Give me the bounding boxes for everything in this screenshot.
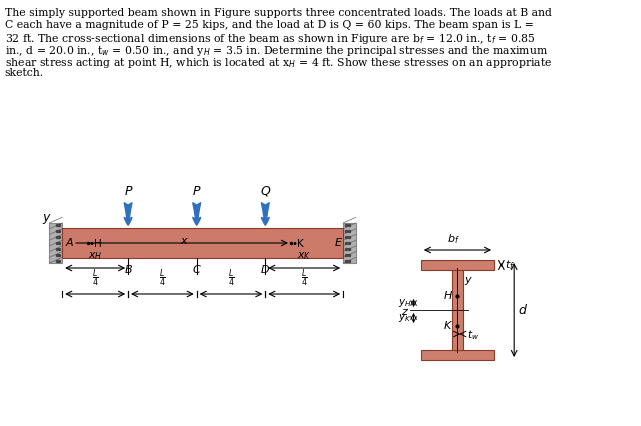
Text: 32 ft. The cross-sectional dimensions of the beam as shown in Figure are b$_f$ =: 32 ft. The cross-sectional dimensions of… [4,32,535,46]
Text: $\frac{L}{4}$: $\frac{L}{4}$ [228,268,235,289]
Bar [62,228,343,258]
Bar [421,350,494,360]
Text: $d$: $d$ [518,303,528,317]
Text: E: E [334,238,341,248]
Text: $y_K$: $y_K$ [397,312,412,324]
Text: $\frac{L}{4}$: $\frac{L}{4}$ [159,268,166,289]
Text: $b_f$: $b_f$ [447,232,460,246]
Text: x: x [180,236,187,246]
Text: The simply supported beam shown in Figure supports three concentrated loads. The: The simply supported beam shown in Figur… [4,8,551,18]
Text: C each have a magnitude of P = 25 kips, and the load at D is Q = 60 kips. The be: C each have a magnitude of P = 25 kips, … [4,20,533,30]
Text: Q: Q [260,185,271,198]
Text: z: z [401,307,407,317]
Text: C: C [193,265,201,275]
Text: D: D [261,265,270,275]
Bar [49,223,62,263]
Text: •H: •H [88,239,103,249]
Text: $t_w$: $t_w$ [467,328,479,342]
Text: K: K [444,321,451,331]
Text: in., d = 20.0 in., t$_w$ = 0.50 in., and y$_H$ = 3.5 in. Determine the principal: in., d = 20.0 in., t$_w$ = 0.50 in., and… [4,44,547,58]
Text: sketch.: sketch. [4,68,44,78]
Bar [421,260,494,270]
Bar [343,223,356,263]
Text: $x_K$: $x_K$ [297,250,312,262]
Text: •K: •K [292,239,304,249]
Text: $y_H$: $y_H$ [397,297,412,309]
Text: $\frac{L}{4}$: $\frac{L}{4}$ [92,268,99,289]
Text: A: A [66,238,74,248]
Text: P: P [193,185,201,198]
Text: shear stress acting at point H, which is located at x$_H$ = 4 ft. Show these str: shear stress acting at point H, which is… [4,56,552,70]
Text: B: B [124,265,132,275]
Text: P: P [124,185,132,198]
Text: $x_H$: $x_H$ [88,250,103,262]
Text: y: y [42,211,49,224]
Text: $t_f$: $t_f$ [505,258,515,272]
Text: y: y [465,275,471,285]
Bar [452,270,463,350]
Text: $\frac{L}{4}$: $\frac{L}{4}$ [301,268,308,289]
Text: H: H [443,291,451,301]
